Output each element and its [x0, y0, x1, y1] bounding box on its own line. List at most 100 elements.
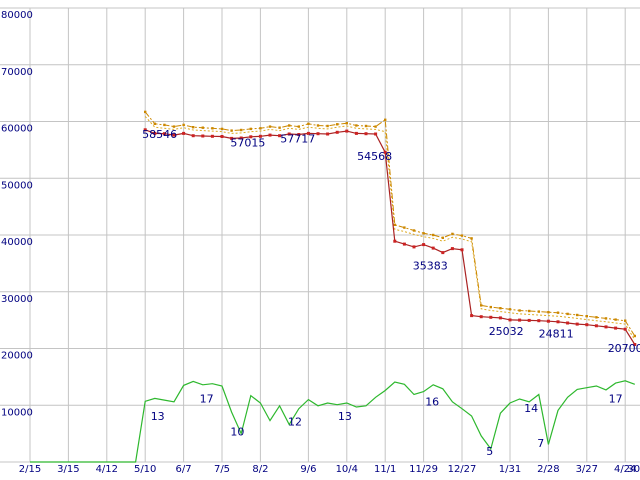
orange-upper-series-marker — [345, 122, 348, 125]
orange-upper-series-marker — [518, 309, 521, 312]
y-axis-tick-label: 50000 — [1, 180, 33, 191]
red-rank-series-marker — [402, 242, 406, 246]
red-rank-series-marker — [210, 134, 214, 138]
orange-upper-series-marker — [604, 317, 608, 320]
orange-upper-series-marker — [576, 313, 579, 317]
red-rank-series-marker — [431, 246, 435, 250]
orange-upper-series-marker — [278, 126, 281, 129]
x-axis-tick-label: 6/7 — [176, 464, 192, 475]
data-point-label: 10 — [230, 425, 244, 438]
orange-upper-series-marker — [374, 125, 377, 128]
orange-upper-series-marker — [297, 125, 300, 128]
red-rank-series-marker — [489, 315, 493, 319]
x-axis-tick-label: 11/29 — [409, 464, 438, 475]
orange-upper-series-marker — [432, 233, 435, 237]
red-rank-series-marker — [450, 247, 454, 251]
orange-upper-series-marker — [595, 316, 598, 319]
orange-upper-series-marker — [259, 127, 262, 130]
orange-upper-series-marker — [326, 124, 329, 128]
x-axis-tick-label: 2/28 — [537, 464, 559, 475]
orange-upper-series-marker — [384, 118, 387, 121]
orange-upper-series-marker — [508, 308, 512, 311]
red-rank-series-marker — [460, 248, 464, 252]
orange-upper-series-marker — [585, 315, 588, 318]
red-rank-series-marker — [422, 243, 426, 247]
red-rank-series-marker — [220, 135, 224, 138]
red-rank-series-marker — [201, 134, 205, 138]
x-axis-tick-label: 4/12 — [96, 464, 118, 475]
red-rank-series-marker — [316, 132, 320, 136]
red-rank-series-marker — [335, 130, 339, 134]
red-rank-series-marker — [354, 131, 358, 135]
y-axis-tick-label: 70000 — [1, 67, 33, 78]
orange-upper-series-marker — [240, 128, 243, 132]
orange-upper-series-line — [144, 111, 636, 337]
red-rank-series-marker — [393, 239, 397, 243]
red-rank-series-marker — [546, 319, 550, 323]
x-axis-tick-label: 3/27 — [576, 464, 598, 475]
orange-upper-series-marker — [614, 318, 617, 321]
red-rank-series-marker — [566, 321, 570, 325]
red-rank-series-marker — [508, 318, 512, 322]
data-point-label: 5 — [486, 445, 493, 458]
data-point-label: 25032 — [489, 325, 524, 338]
red-rank-series-marker — [498, 316, 502, 320]
orange-upper-series-marker — [316, 124, 320, 127]
x-axis-tick-label: 30 — [627, 464, 640, 475]
y-axis-tick-label: 30000 — [1, 294, 33, 305]
red-rank-series-marker — [162, 132, 166, 136]
data-point-label: 58546 — [142, 128, 177, 141]
red-rank-series-marker — [182, 131, 186, 135]
red-rank-series-marker — [585, 323, 589, 327]
green-daily-series-line — [30, 380, 636, 463]
orange-upper-series-marker — [441, 236, 444, 239]
orange-upper-series-marker — [230, 129, 233, 132]
orange-upper-series-marker — [556, 311, 560, 314]
red-rank-series-marker — [575, 322, 579, 326]
y-axis-tick-label: 10000 — [1, 407, 33, 418]
data-point-label: 17 — [200, 392, 214, 405]
data-point-label: 24811 — [539, 328, 574, 341]
x-axis-tick-label: 1/31 — [499, 464, 521, 475]
red-rank-series-marker — [518, 318, 522, 322]
orange-upper-series-marker — [547, 311, 550, 314]
y-axis-tick-label: 40000 — [1, 237, 33, 248]
orange-upper-series-marker — [163, 123, 166, 127]
red-rank-series-marker — [441, 251, 445, 255]
data-point-label: 54568 — [357, 150, 392, 163]
orange-upper-series-marker — [364, 124, 368, 128]
red-rank-series-marker — [258, 134, 262, 138]
data-point-label: 57717 — [280, 133, 315, 146]
data-point-label: 12 — [288, 416, 302, 429]
orange-upper-series-marker — [499, 307, 502, 310]
orange-upper-series-marker — [201, 126, 204, 129]
red-rank-series-marker — [383, 150, 387, 154]
red-rank-series-marker — [623, 327, 627, 331]
orange-upper-series-marker — [144, 110, 147, 114]
x-axis-tick-label: 3/15 — [57, 464, 79, 475]
x-axis-tick-label: 9/6 — [300, 464, 316, 475]
orange-upper-series-marker — [422, 232, 425, 235]
x-axis-tick-label: 4/24 — [614, 464, 636, 475]
red-rank-series-marker — [230, 136, 234, 140]
orange-upper-series-marker — [393, 223, 396, 226]
red-rank-series-marker — [345, 129, 349, 133]
x-axis-tick-label: 5/10 — [134, 464, 156, 475]
red-rank-series-marker — [527, 318, 531, 322]
data-point-label: 7 — [537, 437, 544, 450]
orange-upper-series-marker — [412, 229, 416, 232]
y-axis-tick-label: 20000 — [1, 351, 33, 362]
red-rank-series-marker — [594, 324, 598, 328]
x-axis-tick-label: 11/1 — [374, 464, 396, 475]
orange-upper-series-marker — [460, 234, 464, 237]
data-point-label: 20700 — [608, 342, 640, 355]
orange-upper-series-marker — [537, 310, 540, 313]
red-rank-series-marker — [470, 314, 474, 318]
x-axis-tick-label: 10/4 — [336, 464, 358, 475]
red-rank-series-marker — [306, 131, 310, 135]
orange-upper-series-marker — [336, 123, 339, 126]
orange-upper-series-marker — [528, 309, 531, 313]
red-rank-series-marker — [239, 136, 243, 140]
red-rank-series-marker — [153, 131, 157, 135]
